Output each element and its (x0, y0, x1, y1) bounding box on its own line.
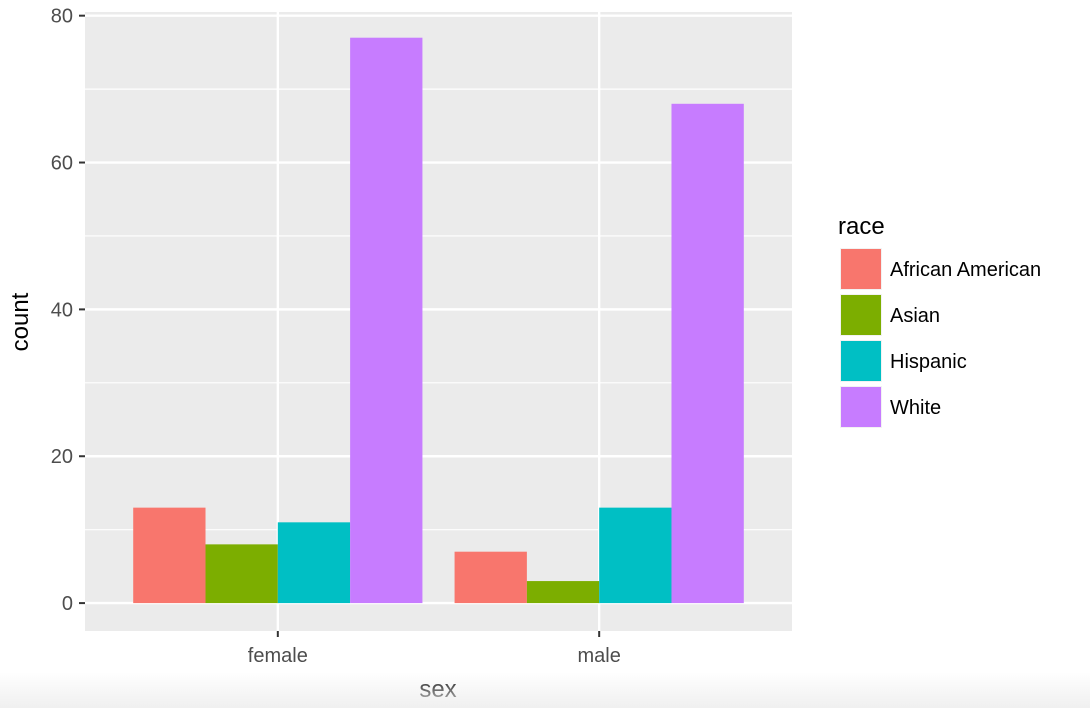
legend-key (841, 249, 881, 289)
legend-label: African American (890, 259, 1041, 281)
bar (277, 522, 351, 604)
legend-title: race (838, 213, 885, 240)
bar (133, 507, 206, 604)
legend: race African American Asian Hispanic White (838, 213, 1041, 428)
x-tick-label: male (578, 645, 621, 667)
legend-label: Asian (890, 305, 940, 327)
x-tick-label: female (248, 645, 308, 667)
y-tick-label: 0 (62, 593, 73, 615)
y-axis-title: count (7, 292, 34, 351)
y-tick-label: 60 (51, 153, 73, 175)
y-tick-label: 80 (51, 6, 73, 28)
y-tick-label: 20 (51, 446, 73, 468)
bar (671, 103, 744, 604)
legend-key (841, 341, 881, 381)
bar (599, 507, 672, 604)
bars (133, 37, 744, 604)
legend-key (841, 387, 881, 427)
axes: 0 20 40 60 80 female male (51, 6, 621, 667)
legend-label: Hispanic (890, 351, 967, 373)
legend-key (841, 295, 881, 335)
bar (205, 544, 278, 604)
x-axis-title: sex (419, 676, 456, 703)
legend-label: White (890, 397, 941, 419)
bar (454, 551, 527, 604)
bar (350, 37, 423, 604)
y-tick-label: 40 (51, 299, 73, 321)
bar (526, 581, 600, 604)
